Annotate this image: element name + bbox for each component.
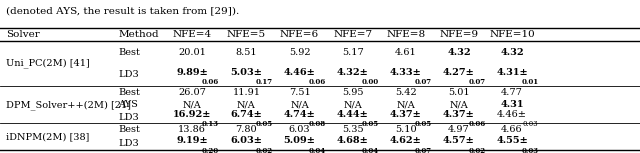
Text: 4.31: 4.31 (500, 100, 524, 109)
Text: LD3: LD3 (118, 113, 139, 121)
Text: 26.07: 26.07 (178, 88, 206, 97)
Text: 5.17: 5.17 (342, 48, 364, 56)
Text: 0.07: 0.07 (415, 147, 432, 153)
Text: Best: Best (118, 125, 140, 134)
Text: 16.92±: 16.92± (173, 110, 211, 119)
Text: 0.13: 0.13 (202, 120, 218, 128)
Text: 4.57±: 4.57± (443, 136, 475, 145)
Text: Method: Method (118, 30, 159, 39)
Text: 20.01: 20.01 (178, 48, 206, 56)
Text: 6.03: 6.03 (289, 125, 310, 134)
Text: 4.77: 4.77 (501, 88, 523, 97)
Text: 0.20: 0.20 (202, 147, 218, 153)
Text: LD3: LD3 (118, 139, 139, 148)
Text: NFE=6: NFE=6 (280, 30, 319, 39)
Text: 4.32±: 4.32± (337, 68, 369, 77)
Text: 9.19±: 9.19± (176, 136, 208, 145)
Text: iDNPM(2M) [38]: iDNPM(2M) [38] (6, 132, 90, 141)
Text: 6.74±: 6.74± (230, 110, 262, 119)
Text: 0.08: 0.08 (309, 120, 326, 128)
Text: 0.05: 0.05 (415, 120, 432, 128)
Text: 5.09±: 5.09± (284, 136, 316, 145)
Text: (denoted AYS, the result is taken from [29]).: (denoted AYS, the result is taken from [… (6, 6, 239, 15)
Text: 5.10: 5.10 (395, 125, 417, 134)
Text: NFE=9: NFE=9 (439, 30, 479, 39)
Text: LD3: LD3 (118, 71, 139, 79)
Text: 4.32: 4.32 (447, 48, 470, 56)
Text: 6.03±: 6.03± (230, 136, 262, 145)
Text: 4.33±: 4.33± (390, 68, 422, 77)
Text: 0.03: 0.03 (522, 120, 538, 128)
Text: 0.04: 0.04 (362, 147, 379, 153)
Text: 7.51: 7.51 (289, 88, 310, 97)
Text: Solver: Solver (6, 30, 40, 39)
Text: 0.06: 0.06 (202, 78, 218, 86)
Text: 4.37±: 4.37± (443, 110, 475, 119)
Text: 0.06: 0.06 (468, 120, 485, 128)
Text: 4.68±: 4.68± (337, 136, 369, 145)
Text: 0.01: 0.01 (522, 78, 538, 86)
Text: 4.46±: 4.46± (284, 68, 316, 77)
Text: 4.32: 4.32 (500, 48, 524, 56)
Text: Best: Best (118, 88, 140, 97)
Text: N/A: N/A (343, 100, 362, 109)
Text: 4.27±: 4.27± (443, 68, 475, 77)
Text: 4.61: 4.61 (395, 48, 417, 56)
Text: 0.02: 0.02 (468, 147, 485, 153)
Text: Uni_PC(2M) [41]: Uni_PC(2M) [41] (6, 59, 90, 68)
Text: 11.91: 11.91 (232, 88, 260, 97)
Text: N/A: N/A (290, 100, 309, 109)
Text: NFE=7: NFE=7 (333, 30, 372, 39)
Text: N/A: N/A (237, 100, 256, 109)
Text: 8.51: 8.51 (236, 48, 257, 56)
Text: 0.17: 0.17 (256, 78, 273, 86)
Text: 0.07: 0.07 (468, 78, 485, 86)
Text: 5.95: 5.95 (342, 88, 364, 97)
Text: 0.04: 0.04 (309, 147, 326, 153)
Text: NFE=10: NFE=10 (489, 30, 535, 39)
Text: 4.55±: 4.55± (496, 136, 528, 145)
Text: NFE=4: NFE=4 (172, 30, 212, 39)
Text: 4.66: 4.66 (501, 125, 523, 134)
Text: 0.06: 0.06 (309, 78, 326, 86)
Text: 5.01: 5.01 (448, 88, 470, 97)
Text: 4.46±: 4.46± (497, 110, 527, 119)
Text: 0.07: 0.07 (415, 78, 432, 86)
Text: NFE=5: NFE=5 (227, 30, 266, 39)
Text: N/A: N/A (449, 100, 468, 109)
Text: 4.37±: 4.37± (390, 110, 422, 119)
Text: 5.03±: 5.03± (230, 68, 262, 77)
Text: 7.80: 7.80 (236, 125, 257, 134)
Text: 0.02: 0.02 (256, 147, 273, 153)
Text: NFE=8: NFE=8 (386, 30, 426, 39)
Text: 9.89±: 9.89± (176, 68, 208, 77)
Text: AYS: AYS (118, 100, 138, 109)
Text: 0.05: 0.05 (256, 120, 273, 128)
Text: 4.31±: 4.31± (496, 68, 528, 77)
Text: N/A: N/A (396, 100, 415, 109)
Text: DPM_Solver++(2M) [21]: DPM_Solver++(2M) [21] (6, 100, 131, 110)
Text: 5.42: 5.42 (395, 88, 417, 97)
Text: 4.62±: 4.62± (390, 136, 422, 145)
Text: 0.05: 0.05 (362, 120, 379, 128)
Text: 0.00: 0.00 (362, 78, 379, 86)
Text: 0.03: 0.03 (522, 147, 538, 153)
Text: 13.86: 13.86 (178, 125, 206, 134)
Text: 5.92: 5.92 (289, 48, 310, 56)
Text: 5.35: 5.35 (342, 125, 364, 134)
Text: 4.74±: 4.74± (284, 110, 316, 119)
Text: Best: Best (118, 48, 140, 56)
Text: 4.97: 4.97 (448, 125, 470, 134)
Text: 4.44±: 4.44± (337, 110, 369, 119)
Text: N/A: N/A (182, 100, 202, 109)
